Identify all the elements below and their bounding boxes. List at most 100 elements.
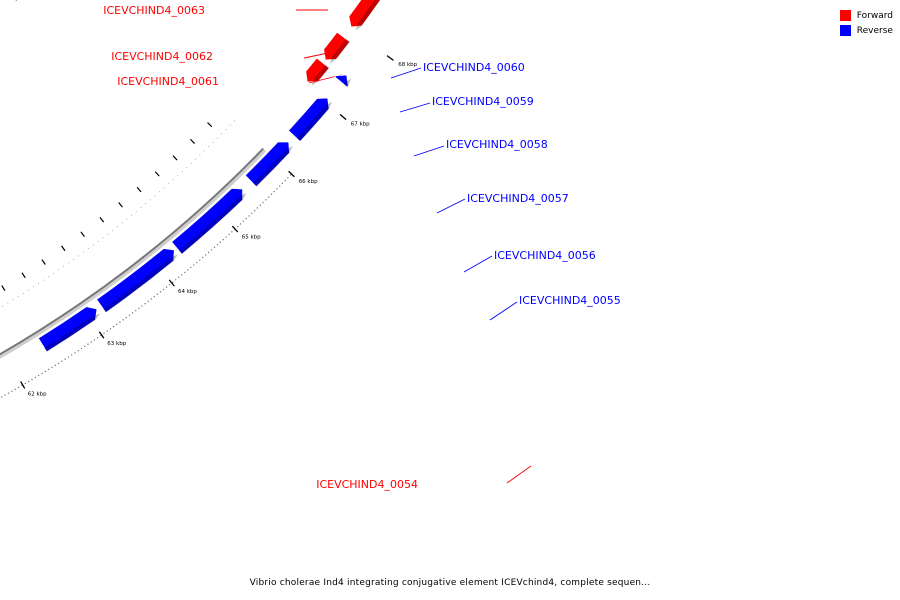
gene-icevchind4_0054[interactable]: ICEVCHIND4_0054 [0, 369, 532, 491]
scale-dot [17, 386, 20, 389]
gene-label[interactable]: ICEVCHIND4_0062 [111, 50, 213, 63]
gene-leader-line [413, 145, 445, 157]
gene-label[interactable]: ICEVCHIND4_0063 [103, 4, 205, 17]
gene-arc[interactable] [348, 0, 381, 28]
gene-label[interactable]: ICEVCHIND4_0055 [519, 294, 621, 307]
inner-dot [203, 150, 205, 152]
scale-dot [267, 196, 270, 198]
scale-dot [172, 281, 174, 283]
gene-icevchind4_0057[interactable]: ICEVCHIND4_0057 [171, 187, 569, 255]
inner-dot [168, 183, 170, 185]
scale-dot [7, 392, 10, 394]
scale-dot [262, 201, 264, 204]
gene-arc[interactable] [171, 187, 244, 255]
gene-arc-shade [355, 0, 381, 31]
gene-arc[interactable] [287, 97, 330, 142]
gene-arc[interactable] [96, 248, 175, 314]
gene-arc[interactable] [305, 57, 330, 83]
gene-icevchind4_0063[interactable]: ICEVCHIND4_0063 [103, 0, 381, 31]
inner-dot [145, 203, 147, 205]
gene-leader-line [390, 67, 422, 79]
gene-arc[interactable] [244, 141, 290, 188]
scale-dot [41, 372, 43, 375]
inner-dot [53, 272, 55, 274]
legend-reverse: Reverse [839, 23, 893, 38]
inner-dot [17, 296, 19, 298]
scale-dot [74, 352, 76, 354]
inner-dot [172, 179, 174, 181]
gene-label[interactable]: ICEVCHIND4_0061 [117, 75, 219, 88]
legend-forward: Forward [839, 8, 893, 23]
inner-dot [131, 214, 133, 216]
scale-dot [256, 207, 259, 209]
scale-dot [251, 212, 253, 215]
gene-label[interactable]: ICEVCHIND4_0058 [446, 138, 548, 151]
scale-dot [131, 312, 134, 314]
scale-dot [204, 254, 207, 256]
forward-swatch [839, 10, 851, 21]
inner-dash [207, 122, 213, 128]
inner-dot [112, 229, 114, 231]
scale-dot [253, 209, 256, 212]
major-tick [288, 170, 295, 178]
reverse-swatch [839, 25, 851, 36]
inner-dot [229, 124, 231, 126]
gene-label[interactable]: ICEVCHIND4_0057 [467, 192, 569, 205]
scale-dot [31, 378, 33, 381]
inner-dot [58, 269, 60, 271]
inner-dot [82, 251, 84, 253]
gene-arc[interactable] [37, 306, 98, 353]
scale-dot [259, 204, 261, 206]
scale-dot [245, 217, 247, 220]
gene-icevchind4_0060[interactable]: ICEVCHIND4_0060 [334, 61, 525, 88]
inner-dot [163, 187, 165, 189]
gene-arc-shade [329, 38, 350, 64]
scale-dot [141, 305, 143, 307]
scale-dot [109, 328, 112, 330]
legend-forward-label: Forward [856, 10, 893, 21]
scale-dot [196, 261, 198, 264]
inner-dot [221, 133, 223, 135]
gene-icevchind4_0055[interactable]: ICEVCHIND4_0055 [37, 294, 621, 353]
scale-dot [57, 362, 60, 364]
major-tick [98, 331, 105, 339]
inner-dot [87, 248, 89, 250]
scale-dot [168, 283, 171, 286]
gene-icevchind4_0059[interactable]: ICEVCHIND4_0059 [287, 95, 534, 142]
gene-icevchind4_0061[interactable]: ICEVCHIND4_0061 [117, 57, 342, 88]
gene-label[interactable]: ICEVCHIND4_0056 [494, 249, 596, 262]
scale-dot [228, 233, 230, 236]
scale-dot [156, 293, 159, 295]
scale-dot [175, 279, 177, 281]
scale-dot [273, 190, 275, 193]
gene-arc[interactable] [334, 74, 349, 88]
gene-icevchind4_0056[interactable]: ICEVCHIND4_0056 [96, 248, 596, 314]
tick-label: 67 kbp [351, 121, 370, 127]
gene-leader-line [399, 102, 431, 113]
gene-icevchind4_0062[interactable]: ICEVCHIND4_0062 [111, 31, 351, 64]
inner-dot [12, 299, 14, 301]
scale-dot [144, 303, 146, 305]
scale-dot [190, 266, 192, 269]
inner-dot [195, 158, 197, 160]
inner-dot [186, 167, 188, 169]
inner-dot [38, 282, 40, 284]
gene-label[interactable]: ICEVCHIND4_0059 [432, 95, 534, 108]
inner-dot [92, 244, 94, 246]
inner-dash [136, 186, 142, 193]
scale-dot [281, 182, 284, 185]
gene-label[interactable]: ICEVCHIND4_0054 [316, 478, 418, 491]
scale-dot [276, 188, 278, 190]
scale-dot [207, 251, 210, 254]
scale-dot [181, 274, 183, 276]
gene-arc-shade [103, 254, 178, 313]
inner-dot [190, 162, 192, 164]
gene-label[interactable]: ICEVCHIND4_0060 [423, 61, 525, 74]
inner-dash [99, 216, 105, 223]
gene-arc-shade [296, 101, 333, 142]
major-tick [231, 225, 239, 233]
scale-dot [278, 185, 281, 187]
gene-leader-line [489, 301, 518, 321]
gene-icevchind4_0058[interactable]: ICEVCHIND4_0058 [244, 138, 548, 188]
